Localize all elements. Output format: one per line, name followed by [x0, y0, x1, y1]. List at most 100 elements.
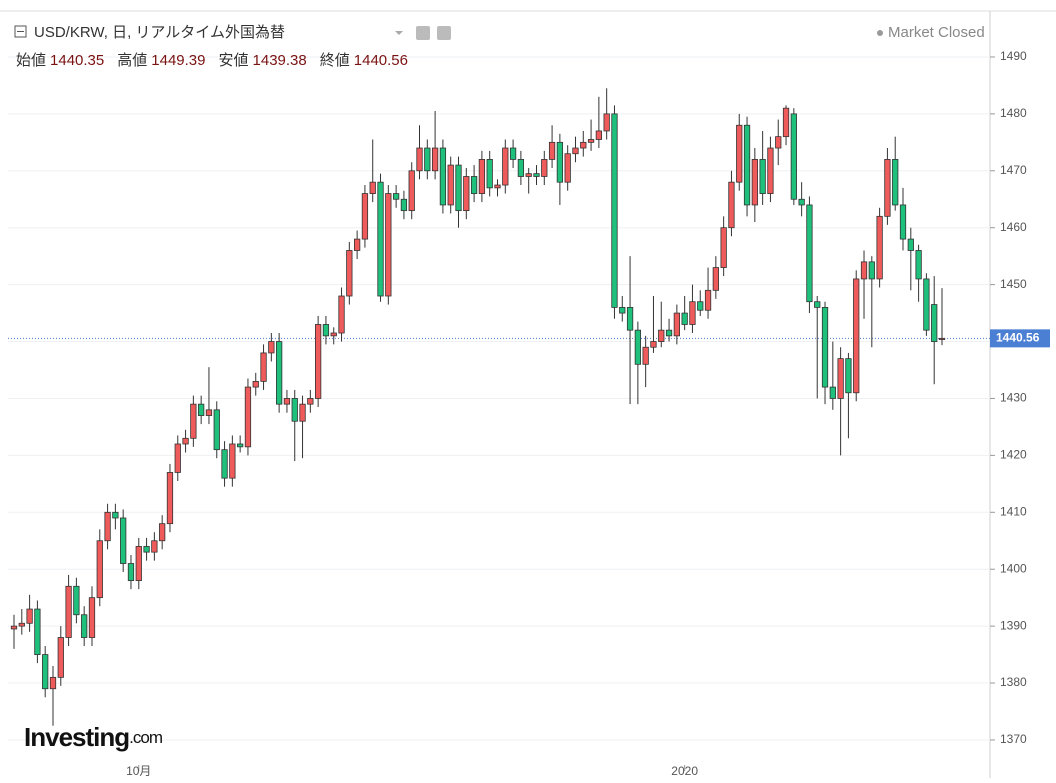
- candle-body: [10, 625, 18, 630]
- gear-icon[interactable]: [437, 26, 451, 40]
- candle-body: [798, 198, 805, 206]
- candle-body: [564, 153, 571, 183]
- candle-body: [837, 358, 844, 399]
- candle-body: [73, 585, 80, 616]
- candle-body: [665, 329, 673, 337]
- candle-body: [244, 386, 252, 448]
- brand-suffix: .com: [129, 728, 163, 747]
- candle-body: [88, 597, 96, 638]
- ohlc-value: 1440.56: [354, 52, 408, 69]
- candle-body: [315, 324, 322, 399]
- candle-body: [299, 403, 306, 422]
- ohlc-label: 始値: [16, 52, 46, 69]
- candle-body: [743, 124, 751, 206]
- candle-body: [361, 193, 369, 240]
- y-tick-label: 1430: [1000, 391, 1027, 405]
- candle-body: [392, 193, 400, 200]
- candle-body: [307, 398, 314, 405]
- candle-body: [642, 346, 649, 365]
- candle-body: [775, 136, 782, 149]
- candle-body: [369, 181, 376, 194]
- x-tick-label: 2020: [671, 764, 698, 778]
- candle-body: [587, 139, 595, 143]
- candle-body: [112, 511, 119, 519]
- status-dot: [877, 30, 883, 36]
- candle-body: [845, 358, 852, 394]
- candle-body: [96, 540, 103, 599]
- candles: [10, 88, 946, 726]
- candle-body: [221, 449, 228, 479]
- candle-body: [650, 341, 657, 348]
- candle-body: [868, 261, 875, 280]
- candle-body: [385, 193, 392, 297]
- candle-body: [26, 608, 33, 624]
- candle-body: [658, 329, 665, 342]
- candle-body: [377, 181, 384, 297]
- dropdown-arrow[interactable]: [395, 31, 403, 35]
- ohlc-readout: 始値 1440.35 高値 1449.39 安値 1439.38 終値 1440.56: [16, 52, 408, 69]
- candle-body: [821, 306, 829, 388]
- grid: 1370138013901400141014201430144014501460…: [8, 49, 1027, 778]
- candle-body: [190, 403, 197, 439]
- candle-body: [205, 409, 213, 416]
- candle-body: [548, 141, 556, 160]
- candle-body: [424, 147, 431, 172]
- candle-body: [814, 301, 821, 308]
- candle-body: [751, 159, 758, 206]
- y-tick-label: 1470: [1000, 163, 1027, 177]
- candle-body: [151, 540, 158, 553]
- brand-name: Investing: [24, 722, 129, 752]
- candle-body: [127, 563, 135, 581]
- candle-body: [923, 278, 930, 331]
- candle-body: [853, 278, 860, 394]
- candle-body: [283, 398, 291, 405]
- candle-body: [455, 164, 462, 212]
- candle-body: [198, 403, 205, 416]
- candle-body: [81, 614, 88, 638]
- y-tick-label: 1490: [1000, 49, 1027, 63]
- candle-body: [572, 147, 579, 155]
- candle-body: [634, 329, 641, 365]
- candle-body: [611, 113, 618, 308]
- candle-body: [790, 113, 797, 200]
- candle-body: [860, 261, 868, 280]
- candle-body: [697, 301, 704, 311]
- candle-body: [626, 306, 634, 331]
- candle-body: [556, 141, 564, 183]
- candle-body: [447, 164, 454, 206]
- candle-body: [408, 170, 415, 212]
- candle-body: [330, 332, 337, 337]
- candle-body: [166, 472, 174, 525]
- y-tick-label: 1450: [1000, 277, 1027, 291]
- candle-body: [42, 654, 49, 690]
- candle-body: [517, 159, 525, 177]
- candle-body: [541, 159, 548, 177]
- y-tick-label: 1480: [1000, 106, 1027, 120]
- candle-body: [806, 204, 813, 303]
- y-tick-label: 1460: [1000, 220, 1027, 234]
- candle-body: [673, 312, 680, 337]
- settings-icon[interactable]: [416, 26, 430, 40]
- candle-body: [509, 147, 517, 160]
- ohlc-label: 高値: [117, 52, 147, 69]
- candle-body: [899, 204, 907, 240]
- collapse-icon[interactable]: [14, 25, 27, 38]
- candle-body: [143, 546, 150, 553]
- candle-body: [159, 523, 166, 542]
- logo: Investing.com: [24, 722, 164, 752]
- candle-body: [931, 304, 938, 342]
- candle-body: [525, 173, 532, 177]
- candle-body: [603, 113, 610, 132]
- y-tick-label: 1400: [1000, 561, 1027, 575]
- candle-body: [439, 147, 447, 206]
- candle-body: [135, 546, 142, 581]
- price-tag-label: 1440.56: [996, 331, 1040, 345]
- candle-body: [907, 238, 914, 251]
- candle-body: [65, 585, 72, 638]
- candle-body: [619, 306, 626, 314]
- candle-body: [915, 250, 922, 280]
- candle-body: [182, 437, 189, 445]
- candle-body: [759, 159, 766, 194]
- candle-body: [829, 386, 836, 399]
- candle-body: [782, 107, 790, 138]
